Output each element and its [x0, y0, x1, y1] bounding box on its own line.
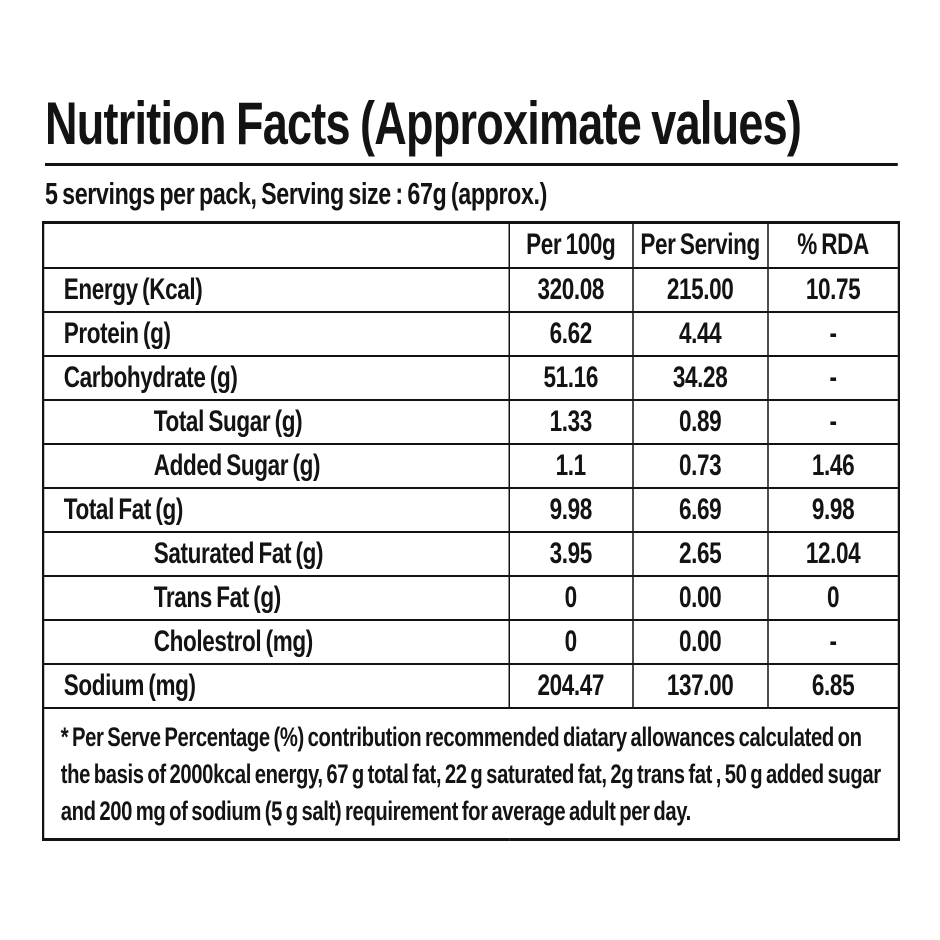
value-per-100g: 320.08: [508, 266, 634, 313]
value-per-100g: 9.98: [508, 486, 634, 533]
value-per-serving: 0.73: [631, 442, 769, 489]
value-per-serving: 0.00: [631, 574, 769, 621]
value-per-100g: 1.1: [508, 442, 634, 489]
rda-footnote: * Per Serve Percentage (%) contribution …: [42, 706, 900, 840]
value-per-100g: 6.62: [508, 310, 634, 357]
value-rda: -: [766, 310, 900, 357]
column-header-per-100g: Per 100g: [508, 221, 634, 269]
value-per-serving: 0.89: [631, 398, 769, 445]
value-per-100g: 51.16: [508, 354, 634, 401]
row-label: Total Sugar (g): [42, 398, 510, 445]
row-label: Saturated Fat (g): [42, 530, 510, 577]
table-footnote-row: * Per Serve Percentage (%) contribution …: [42, 706, 900, 840]
value-rda: 9.98: [766, 486, 900, 533]
table-row-trans-fat: Trans Fat (g) 0 0.00 0: [42, 574, 900, 621]
value-per-serving: 4.44: [631, 310, 769, 357]
value-per-serving: 6.69: [631, 486, 769, 533]
value-per-serving: 215.00: [631, 266, 769, 313]
column-header-rda: % RDA: [766, 221, 900, 269]
page-title: Nutrition Facts (Approximate values): [45, 90, 802, 157]
value-per-serving: 0.00: [631, 618, 769, 665]
table-row-cholestrol: Cholestrol (mg) 0 0.00 -: [42, 618, 900, 665]
nutrition-table: Per 100g Per Serving % RDA Energy (Kcal)…: [42, 221, 900, 841]
value-per-100g: 0: [508, 574, 634, 621]
value-rda: 12.04: [766, 530, 900, 577]
value-per-100g: 1.33: [508, 398, 634, 445]
row-label: Sodium (mg): [42, 662, 510, 709]
value-rda: 0: [766, 574, 900, 621]
row-label: Carbohydrate (g): [42, 354, 510, 401]
table-row-added-sugar: Added Sugar (g) 1.1 0.73 1.46: [42, 442, 900, 489]
row-label: Energy (Kcal): [42, 266, 510, 313]
value-rda: 10.75: [766, 266, 900, 313]
value-rda: -: [766, 618, 900, 665]
table-row-carbohydrate: Carbohydrate (g) 51.16 34.28 -: [42, 354, 900, 401]
row-label: Added Sugar (g): [42, 442, 510, 489]
table-row-protein: Protein (g) 6.62 4.44 -: [42, 310, 900, 357]
row-label: Protein (g): [42, 310, 510, 357]
value-rda: 6.85: [766, 662, 900, 709]
table-row-sodium: Sodium (mg) 204.47 137.00 6.85: [42, 662, 900, 709]
table-row-saturated-fat: Saturated Fat (g) 3.95 2.65 12.04: [42, 530, 900, 577]
value-per-serving: 34.28: [631, 354, 769, 401]
table-row-total-sugar: Total Sugar (g) 1.33 0.89 -: [42, 398, 900, 445]
value-per-100g: 0: [508, 618, 634, 665]
table-row-energy: Energy (Kcal) 320.08 215.00 10.75: [42, 266, 900, 313]
column-header-empty: [42, 221, 510, 269]
value-per-100g: 3.95: [508, 530, 634, 577]
value-per-serving: 137.00: [631, 662, 769, 709]
value-per-serving: 2.65: [631, 530, 769, 577]
row-label: Cholestrol (mg): [42, 618, 510, 665]
row-label: Total Fat (g): [42, 486, 510, 533]
table-header-row: Per 100g Per Serving % RDA: [42, 221, 900, 269]
value-rda: -: [766, 398, 900, 445]
row-label: Trans Fat (g): [42, 574, 510, 621]
serving-info: 5 servings per pack, Serving size : 67g …: [45, 176, 547, 211]
table-row-total-fat: Total Fat (g) 9.98 6.69 9.98: [42, 486, 900, 533]
value-rda: -: [766, 354, 900, 401]
value-per-100g: 204.47: [508, 662, 634, 709]
value-rda: 1.46: [766, 442, 900, 489]
column-header-per-serving: Per Serving: [631, 221, 769, 269]
title-divider: [45, 163, 898, 166]
